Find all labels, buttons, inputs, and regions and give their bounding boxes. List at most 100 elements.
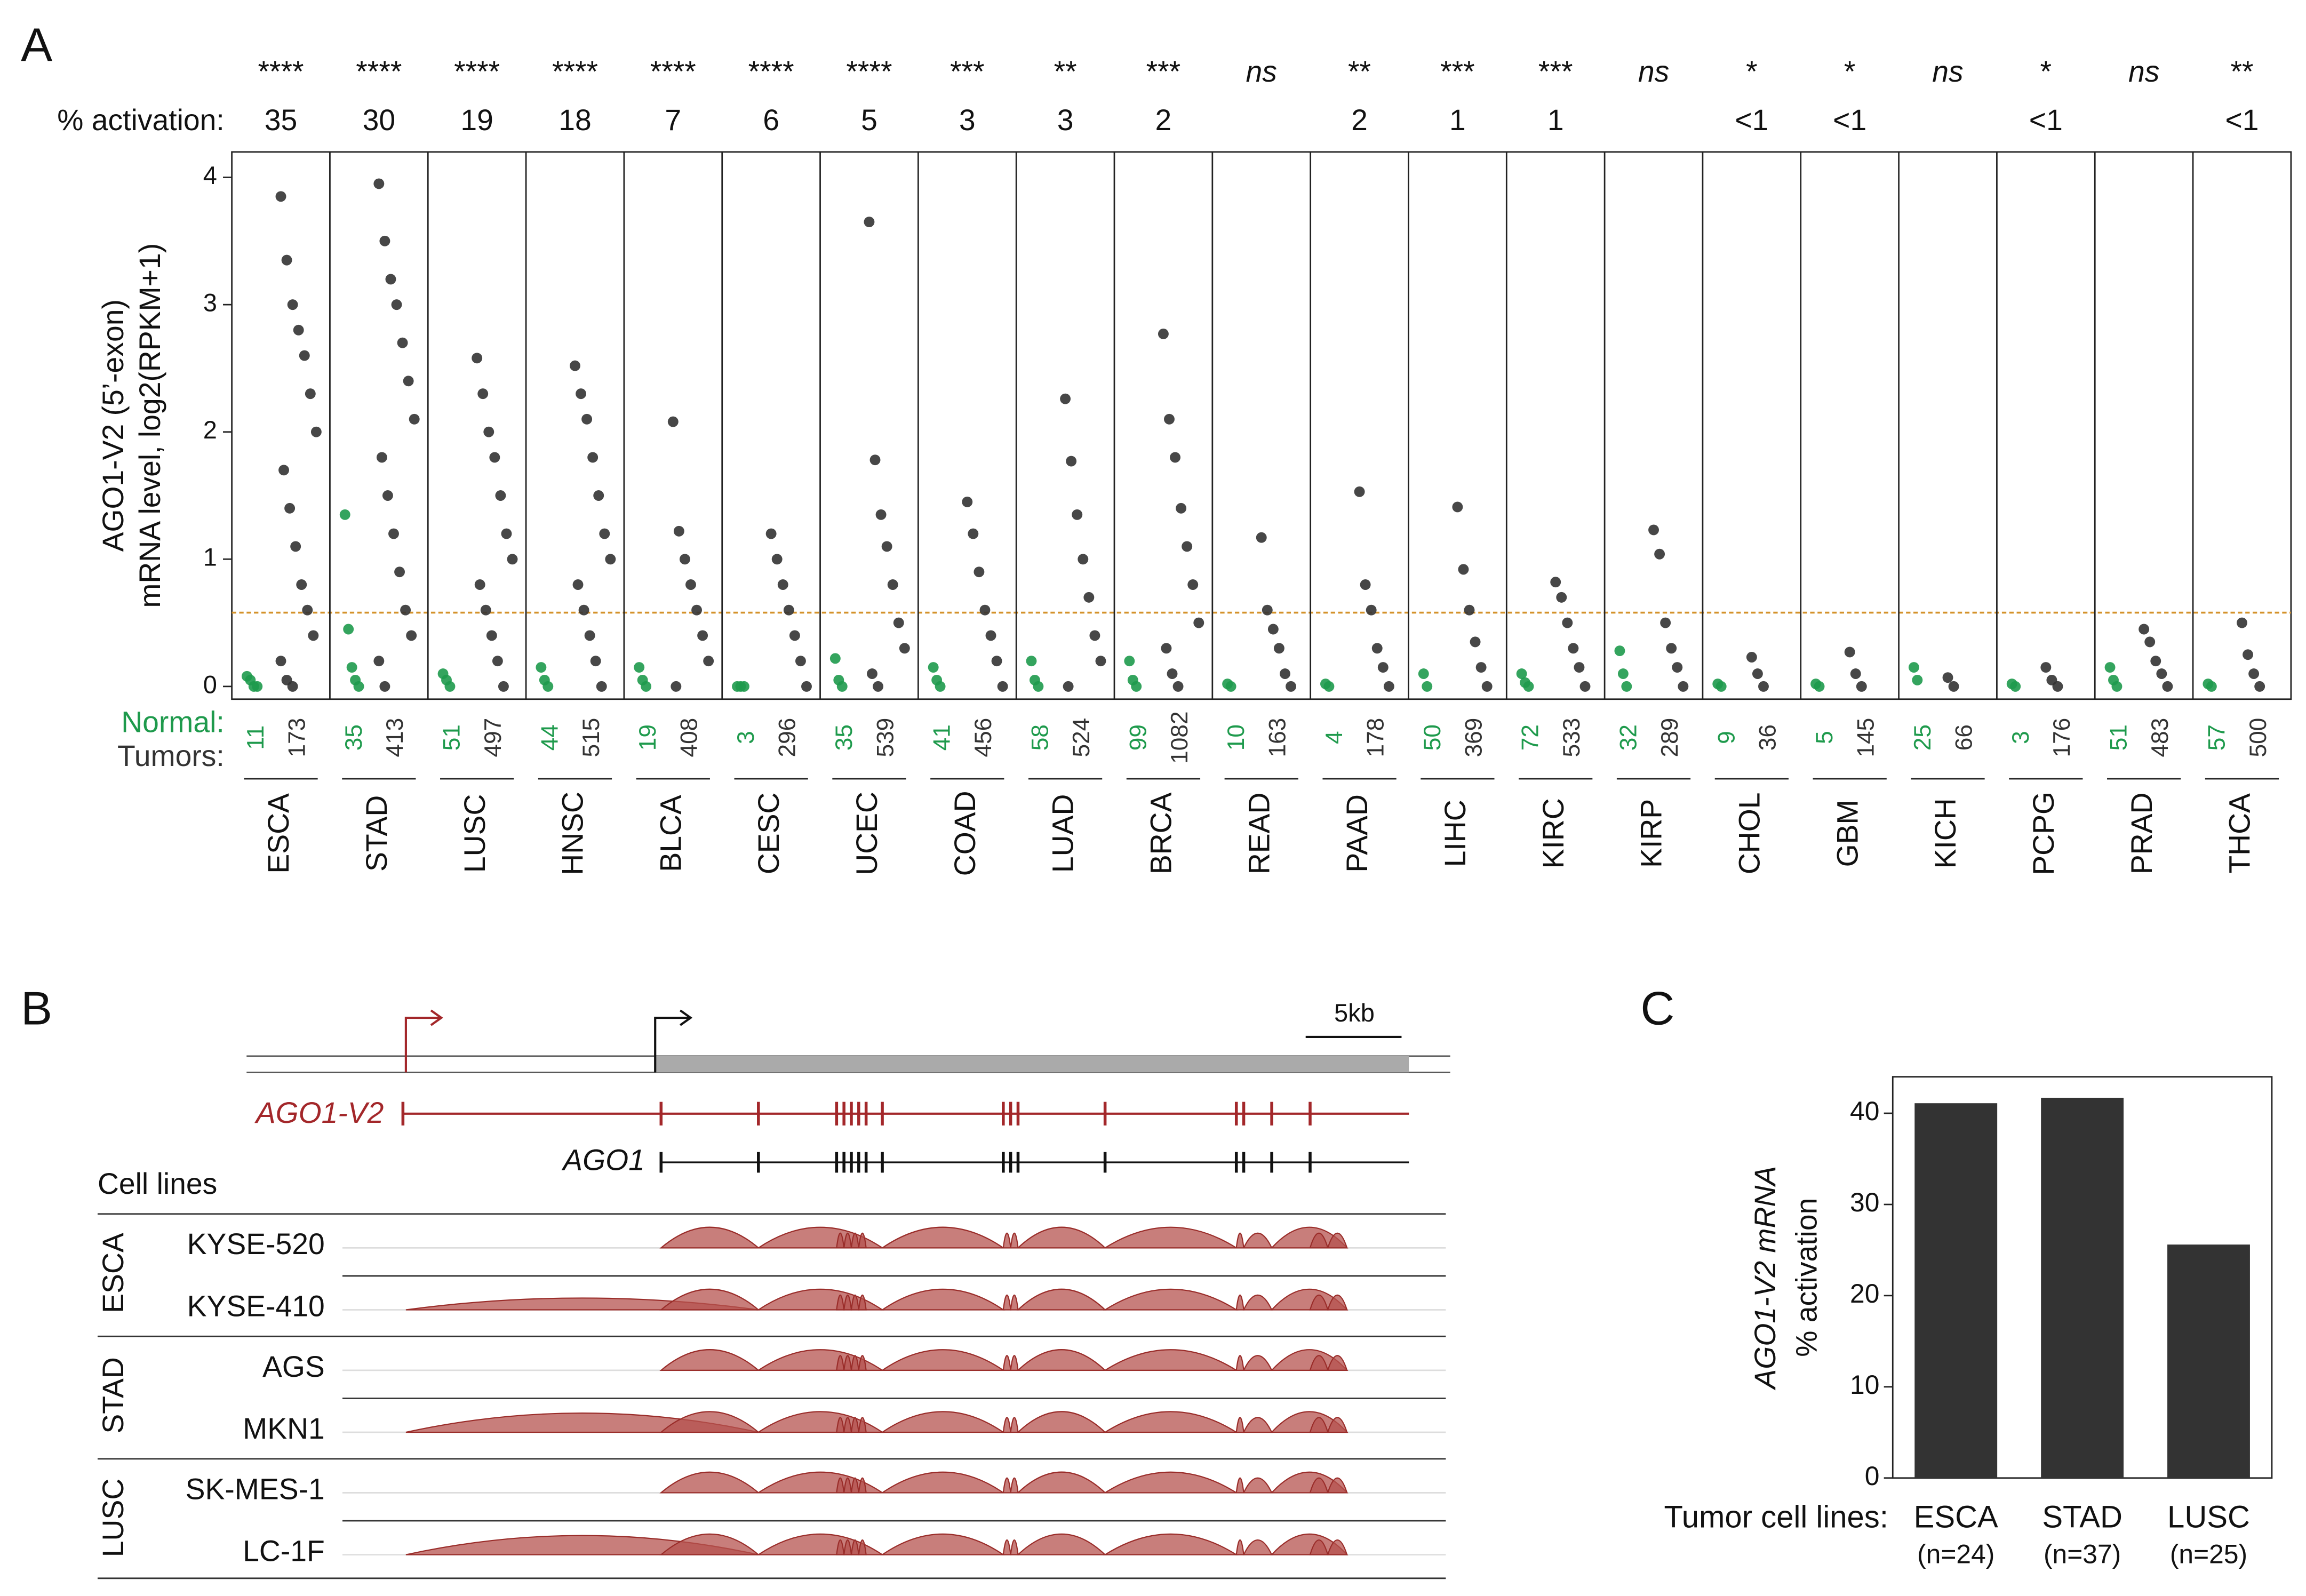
count: 57 — [2204, 724, 2230, 751]
tumor-point — [501, 528, 512, 539]
tumor-point — [893, 617, 904, 628]
tumor-point — [472, 353, 483, 364]
activation: 30 — [363, 103, 396, 137]
splice-arc — [756, 1288, 884, 1311]
significance: **** — [846, 55, 892, 88]
tss-arrow — [654, 1009, 693, 1073]
tumor-point — [2156, 668, 2167, 679]
significance: *** — [1146, 55, 1181, 88]
count: 163 — [1265, 718, 1291, 757]
tumor-point — [1574, 662, 1585, 673]
tumor-point — [590, 656, 601, 667]
splice-arc — [756, 1471, 884, 1494]
tumor-point — [1942, 672, 1953, 683]
tumor-point — [287, 681, 298, 692]
tumor-point — [486, 630, 497, 641]
tumor-point — [394, 566, 405, 578]
tumor-point — [979, 604, 991, 616]
normal-point — [2010, 681, 2021, 692]
tumor-point — [305, 388, 316, 400]
significance: **** — [748, 55, 794, 88]
count: 3 — [733, 731, 759, 744]
tumor-point — [1562, 617, 1573, 628]
count: 35 — [831, 724, 857, 751]
tumor-point — [1371, 643, 1383, 654]
activation: 35 — [265, 103, 298, 137]
splice-arc — [1327, 1232, 1348, 1249]
activation: 3 — [1057, 103, 1074, 137]
significance: ** — [1054, 55, 1077, 88]
activation: 19 — [460, 103, 493, 137]
cell-line: KYSE-410 — [187, 1289, 325, 1322]
tumor-point — [1856, 681, 1867, 692]
tumor-point — [409, 413, 420, 425]
tumor-point — [1256, 532, 1267, 543]
significance: *** — [1538, 55, 1573, 88]
tumor-point — [587, 452, 599, 463]
cell-line: KYSE-520 — [187, 1227, 325, 1260]
tumor-point — [1458, 564, 1469, 575]
x-tick-label: READ — [1242, 793, 1275, 875]
count: 408 — [676, 718, 703, 757]
splice-arc — [880, 1411, 1006, 1433]
significance: ns — [1246, 55, 1277, 88]
tumor-point — [498, 681, 509, 692]
normal-point — [928, 662, 939, 673]
tumor-point — [2150, 656, 2161, 667]
count: 99 — [1125, 724, 1151, 751]
normal-point — [2111, 681, 2123, 692]
tumor-point — [1746, 652, 1757, 663]
x-tick-label: KICH — [1929, 798, 1962, 868]
tumor-point — [1556, 592, 1567, 603]
normal-point — [1026, 656, 1037, 667]
y-axis-label: AGO1-V2 mRNA — [1749, 1166, 1782, 1391]
tumor-point — [997, 681, 1008, 692]
tumor-point — [2248, 668, 2260, 679]
tumor-point — [1176, 502, 1187, 514]
tumor-point — [962, 496, 973, 507]
y-tick-label: 40 — [1850, 1096, 1879, 1126]
x-tick-label: PCPG — [2027, 792, 2060, 875]
tumor-point — [1072, 509, 1083, 520]
count: 50 — [1419, 724, 1446, 751]
normal-point — [252, 681, 263, 692]
gene-body — [655, 1056, 1409, 1073]
tumor-point — [795, 656, 806, 667]
count: 32 — [1615, 724, 1641, 751]
count: 178 — [1362, 718, 1389, 757]
tumor-point — [789, 630, 800, 641]
normal-point — [641, 681, 652, 692]
normal-point — [536, 662, 547, 673]
tumor-point — [2237, 617, 2247, 628]
splice-arc — [1002, 1295, 1011, 1311]
isoform-label: AGO1-V2 — [254, 1096, 384, 1129]
splice-arc — [1327, 1417, 1348, 1433]
panel-label: B — [21, 981, 52, 1034]
tumor-point — [293, 324, 304, 336]
tumor-point — [1550, 577, 1561, 588]
count: 3 — [2008, 731, 2034, 744]
x-sublabel: (n=37) — [2044, 1539, 2121, 1569]
normal-point — [1614, 645, 1625, 657]
tumor-point — [507, 554, 518, 565]
tumor-point — [1267, 624, 1279, 635]
normal-point — [353, 681, 364, 692]
tumor-point — [1083, 592, 1095, 603]
count: 533 — [1559, 718, 1585, 757]
activation-label: % activation: — [57, 103, 225, 137]
splice-arc — [659, 1226, 760, 1249]
x-tick-label: THCA — [2223, 793, 2256, 874]
tumor-point — [308, 630, 319, 641]
tumor-point — [2144, 636, 2156, 648]
count: 44 — [537, 724, 563, 751]
tumor-point — [379, 235, 390, 246]
count: 500 — [2245, 718, 2271, 757]
tumor-point — [1161, 643, 1172, 654]
tumor-point — [1060, 393, 1071, 404]
tumor-point — [1666, 643, 1677, 654]
tumor-point — [691, 604, 703, 616]
tumor-point — [576, 388, 586, 400]
y-tick-label: 3 — [203, 289, 217, 317]
count: 497 — [480, 718, 506, 757]
tumor-point — [397, 337, 408, 348]
